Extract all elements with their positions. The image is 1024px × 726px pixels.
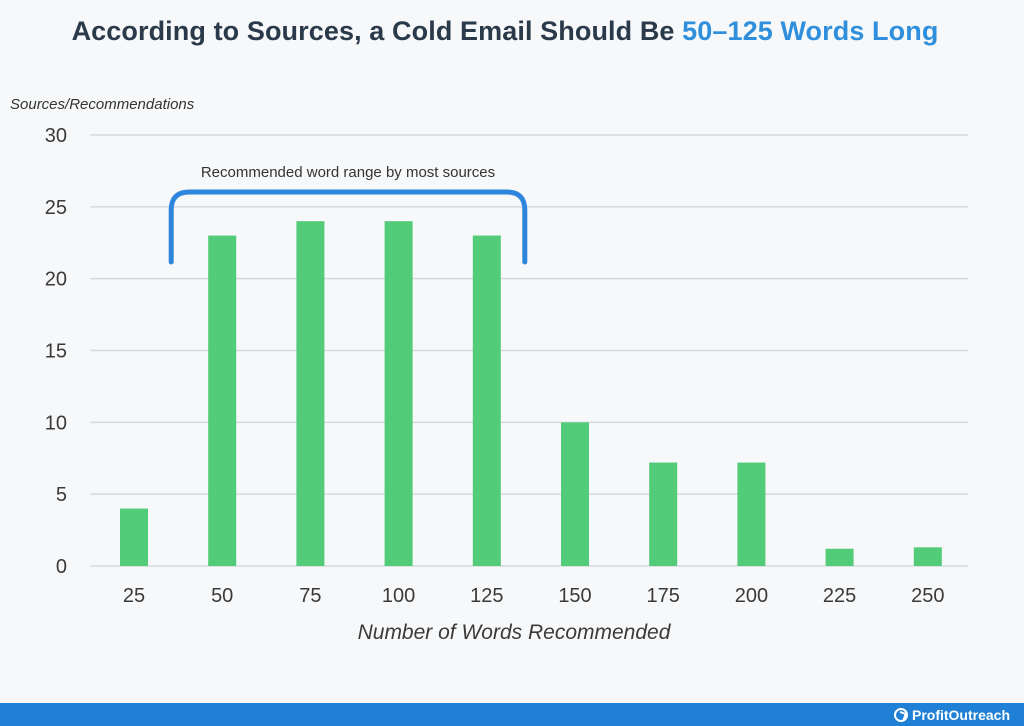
x-tick-label: 75 bbox=[299, 585, 321, 607]
y-tick-label: 0 bbox=[56, 556, 67, 578]
bar-175 bbox=[649, 462, 678, 566]
title-prefix: According to Sources, a Cold Email Shoul… bbox=[71, 16, 683, 46]
title-highlight: 50–125 Words Long bbox=[682, 16, 939, 46]
x-tick-label: 175 bbox=[647, 585, 680, 607]
x-tick-label: 250 bbox=[911, 585, 944, 607]
chart-title: According to Sources, a Cold Email Shoul… bbox=[0, 16, 1010, 47]
bar-200 bbox=[737, 462, 766, 566]
y-tick-label: 25 bbox=[45, 197, 67, 219]
y-axis-label: Sources/Recommendations bbox=[10, 96, 195, 113]
bar-75 bbox=[296, 221, 325, 566]
x-tick-label: 25 bbox=[123, 585, 145, 607]
x-axis-ticks: 25 50 75 100 125 150 175 200 225 250 bbox=[123, 585, 945, 607]
bar-25 bbox=[120, 508, 148, 566]
range-annotation-label: Recommended word range by most sources bbox=[201, 164, 495, 181]
y-axis-ticks: 0 5 10 15 20 25 30 bbox=[45, 125, 67, 578]
y-tick-label: 5 bbox=[56, 484, 67, 506]
check-circle-icon bbox=[893, 707, 908, 722]
bars bbox=[120, 221, 942, 567]
x-tick-label: 150 bbox=[558, 585, 591, 607]
x-axis-label: Number of Words Recommended bbox=[358, 621, 672, 644]
brand-logo[interactable]: ProfitOutreach bbox=[893, 705, 1010, 724]
x-tick-label: 225 bbox=[823, 585, 856, 607]
range-annotation: Recommended word range by most sources bbox=[168, 164, 528, 265]
y-tick-label: 30 bbox=[45, 125, 67, 147]
y-tick-label: 10 bbox=[45, 412, 67, 434]
y-tick-label: 20 bbox=[45, 269, 67, 291]
x-tick-label: 125 bbox=[470, 585, 503, 607]
bar-225 bbox=[825, 548, 854, 566]
footer-bar: ProfitOutreach bbox=[0, 703, 1024, 726]
range-bracket bbox=[168, 189, 528, 265]
brand-logo-text: ProfitOutreach bbox=[911, 706, 1010, 723]
bar-250 bbox=[913, 547, 942, 566]
gridlines bbox=[90, 134, 968, 567]
x-tick-label: 100 bbox=[382, 585, 415, 607]
bar-50 bbox=[208, 235, 237, 567]
x-tick-label: 50 bbox=[211, 585, 233, 607]
bar-125 bbox=[472, 235, 501, 567]
y-tick-label: 15 bbox=[45, 341, 67, 363]
bar-100 bbox=[384, 221, 413, 566]
x-tick-label: 200 bbox=[735, 585, 768, 607]
bar-150 bbox=[561, 422, 589, 566]
